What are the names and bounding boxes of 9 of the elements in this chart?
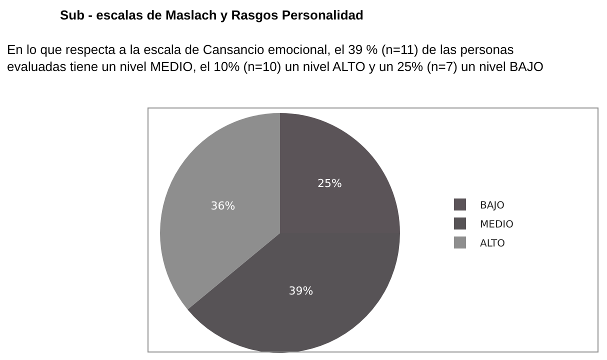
pie-slice xyxy=(160,113,280,310)
legend-label: MEDIO xyxy=(480,219,514,230)
data-label: 25% xyxy=(317,176,342,190)
chart-title: Sub - escalas de Maslach y Rasgos Personalidad xyxy=(60,8,364,23)
legend-label: BAJO xyxy=(480,200,505,212)
chart-subtitle: En lo que respecta a la escala de Cansancio emocional, el 39 % (n=11) de las personas evaluadas tiene un nivel MEDIO, el 10% (n=10) un nivel ALTO y un 25% (n=7) un nivel BAJO xyxy=(7,42,544,74)
data-label: 39% xyxy=(288,284,314,298)
data-label: 36% xyxy=(210,200,236,213)
legend-label: ALTO xyxy=(480,238,506,250)
